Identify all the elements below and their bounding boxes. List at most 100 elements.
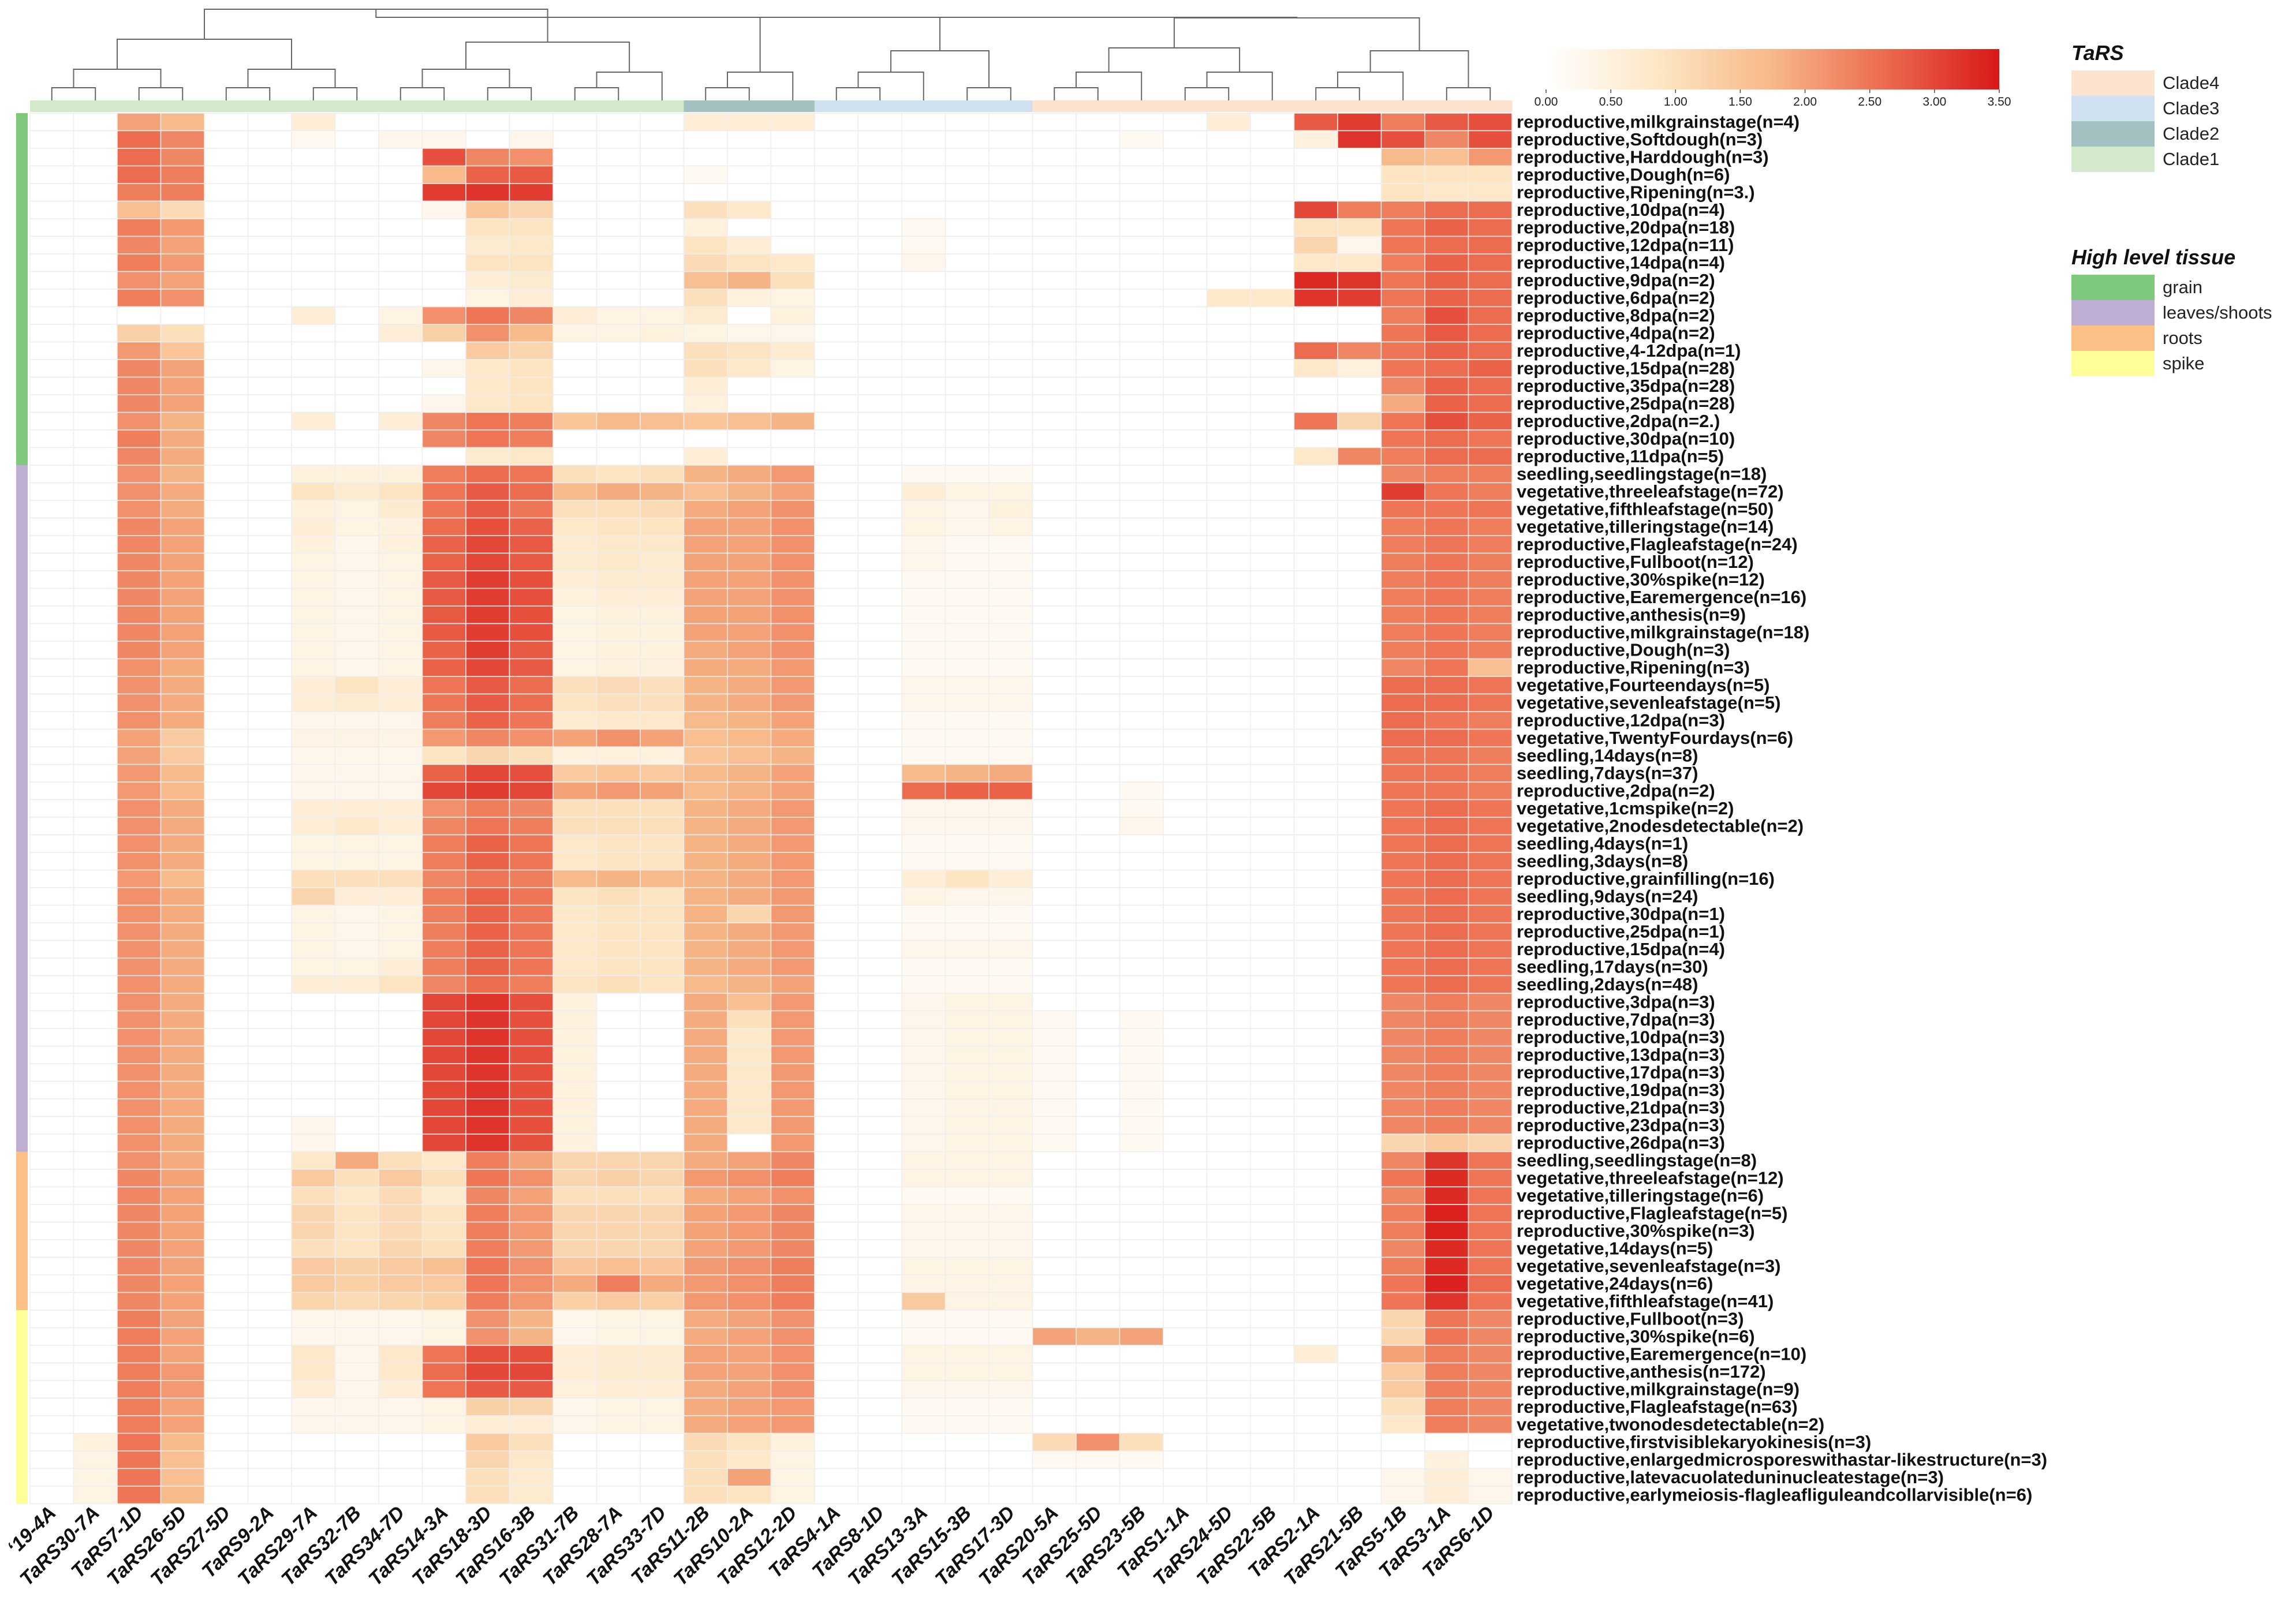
heatmap-cell: [988, 130, 1033, 149]
heatmap-cell: [814, 764, 859, 783]
heatmap-cell: [1032, 904, 1077, 923]
heatmap-cell: [291, 834, 336, 853]
heatmap-cell: [73, 376, 118, 395]
heatmap-cell: [1424, 1432, 1469, 1452]
heatmap-cell: [117, 1098, 162, 1117]
heatmap-cell: [509, 588, 554, 607]
heatmap-cell: [1076, 852, 1121, 871]
heatmap-cell: [1293, 605, 1338, 624]
heatmap-cell: [770, 183, 815, 202]
heatmap-cell: [421, 324, 466, 343]
heatmap-cell: [683, 711, 728, 730]
heatmap-cell: [552, 113, 598, 132]
heatmap-cell: [1424, 1345, 1469, 1364]
heatmap-cell: [117, 570, 162, 589]
heatmap-cell: [814, 289, 859, 308]
heatmap-cell: [29, 887, 74, 906]
heatmap-cell: [683, 693, 728, 712]
heatmap-cell: [29, 1204, 74, 1223]
heatmap-cell: [465, 588, 510, 607]
heatmap-cell: [1076, 130, 1121, 149]
heatmap-cell: [1119, 412, 1164, 431]
heatmap-cell: [1032, 869, 1077, 888]
heatmap-cell: [640, 1116, 685, 1135]
heatmap-cell: [204, 465, 249, 484]
heatmap-cell: [770, 200, 815, 219]
tissue-bar-cell: [16, 659, 28, 677]
heatmap-cell: [770, 904, 815, 923]
heatmap-cell: [465, 1292, 510, 1311]
dendrogram-branch: [1173, 17, 1420, 51]
heatmap-cell: [1424, 940, 1469, 959]
heatmap-cell: [247, 113, 292, 132]
heatmap-cell: [1293, 183, 1338, 202]
heatmap-cell: [857, 623, 902, 642]
heatmap-cell: [1468, 376, 1513, 395]
clade-bar-cell: [684, 100, 728, 112]
heatmap-cell: [1119, 1450, 1164, 1469]
heatmap-cell: [1250, 1151, 1295, 1170]
heatmap-cell: [988, 1169, 1033, 1188]
heatmap-cell: [1424, 957, 1469, 977]
heatmap-cell: [509, 1450, 554, 1469]
heatmap-cell: [1076, 183, 1121, 202]
heatmap-cell: [378, 1221, 423, 1240]
heatmap-cell: [1380, 183, 1425, 202]
legend-swatch: [2071, 275, 2155, 300]
heatmap-cell: [509, 289, 554, 308]
heatmap-cell: [988, 1045, 1033, 1064]
heatmap-cell: [73, 1397, 118, 1416]
heatmap-cell: [1293, 1116, 1338, 1135]
heatmap-cell: [988, 1450, 1033, 1469]
heatmap-cell: [291, 799, 336, 818]
heatmap-cell: [1206, 799, 1251, 818]
heatmap-cell: [1163, 218, 1208, 237]
heatmap-cell: [247, 376, 292, 395]
legend-label: Clade4: [2163, 73, 2219, 93]
heatmap-cell: [160, 1327, 205, 1346]
heatmap-cell: [1337, 552, 1382, 571]
heatmap-cell: [640, 535, 685, 554]
tissue-bar-cell: [16, 835, 28, 853]
heatmap-cell: [857, 1432, 902, 1452]
heatmap-cell: [334, 869, 379, 888]
heatmap-cell: [1163, 1486, 1208, 1505]
heatmap-cell: [204, 1169, 249, 1188]
heatmap-cell: [1380, 482, 1425, 501]
heatmap-cell: [640, 834, 685, 853]
heatmap-cell: [1468, 993, 1513, 1012]
heatmap-cell: [814, 1310, 859, 1329]
heatmap-cell: [1119, 817, 1164, 836]
heatmap-cell: [1424, 500, 1469, 519]
clade-bar-cell: [1119, 100, 1164, 112]
heatmap-cell: [465, 1415, 510, 1434]
heatmap-cell: [988, 359, 1033, 378]
heatmap-cell: [29, 922, 74, 941]
heatmap-cell: [73, 235, 118, 255]
heatmap-cell: [204, 588, 249, 607]
heatmap-cell: [640, 447, 685, 466]
heatmap-cell: [944, 500, 990, 519]
heatmap-cell: [1206, 1274, 1251, 1293]
row-label: reproductive,13dpa(n=3): [1517, 1045, 1725, 1065]
heatmap-cell: [334, 535, 379, 554]
tissue-bar-cell: [16, 500, 28, 518]
heatmap-cell: [727, 1380, 772, 1399]
heatmap-cell: [117, 1432, 162, 1452]
heatmap-cell: [247, 1134, 292, 1153]
heatmap-cell: [814, 324, 859, 343]
heatmap-cell: [1076, 1380, 1121, 1399]
heatmap-cell: [160, 394, 205, 413]
heatmap-cell: [1119, 429, 1164, 448]
heatmap-cell: [378, 1468, 423, 1487]
heatmap-cell: [1163, 1151, 1208, 1170]
heatmap-cell: [901, 1080, 946, 1099]
heatmap-cell: [117, 957, 162, 977]
heatmap-cell: [1119, 975, 1164, 994]
heatmap-cell: [770, 605, 815, 624]
dendrogram-branch: [754, 17, 1298, 18]
heatmap-cell: [465, 711, 510, 730]
heatmap-cell: [29, 235, 74, 255]
heatmap-cell: [1032, 781, 1077, 800]
heatmap-cell: [1119, 1098, 1164, 1117]
